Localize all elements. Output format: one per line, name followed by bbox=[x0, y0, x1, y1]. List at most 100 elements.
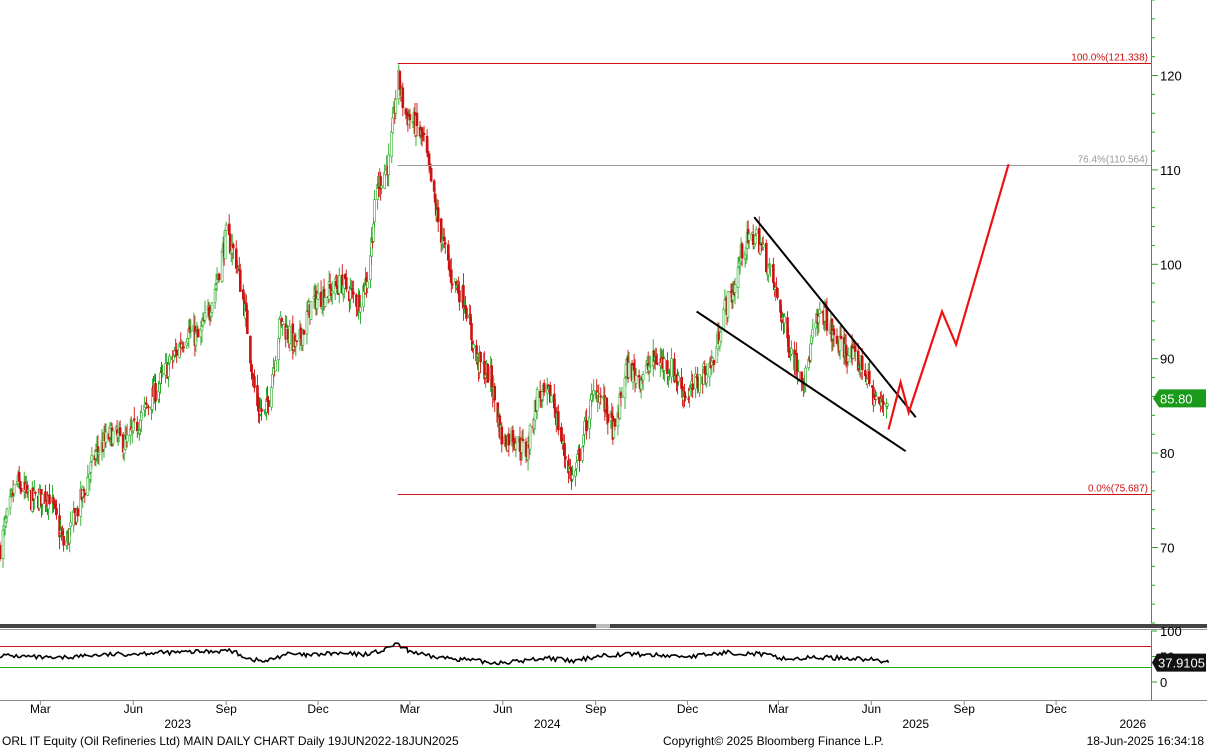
candle-body bbox=[585, 420, 588, 432]
price-panel: 70 80 90 100 110 120 100.0%(121.338) 76.4%(110.… bbox=[0, 0, 1207, 630]
candle-body bbox=[705, 374, 709, 384]
candle-body bbox=[224, 224, 228, 231]
candle-body bbox=[472, 344, 475, 349]
candle-body bbox=[238, 269, 242, 292]
candle-body bbox=[390, 130, 394, 158]
candle-body bbox=[316, 292, 320, 300]
candle-body bbox=[140, 412, 143, 421]
candle-body bbox=[8, 496, 12, 509]
candle-body bbox=[366, 281, 369, 289]
candle-body bbox=[790, 348, 793, 355]
candle-body bbox=[427, 153, 431, 166]
candle-body bbox=[17, 471, 21, 482]
candle-body bbox=[613, 418, 617, 427]
candle-body bbox=[751, 234, 755, 245]
candle-body bbox=[817, 316, 821, 324]
candle-body bbox=[145, 402, 148, 405]
projection-path bbox=[887, 163, 1010, 430]
candle-body bbox=[769, 264, 772, 267]
candle-body bbox=[754, 229, 758, 234]
x-year-label: 2024 bbox=[534, 717, 561, 731]
candle-body bbox=[490, 365, 493, 388]
candle-body bbox=[274, 360, 277, 372]
x-month-label: Sep bbox=[585, 702, 607, 716]
candle-body bbox=[203, 312, 207, 321]
candle-body bbox=[132, 418, 136, 421]
candle-body bbox=[765, 242, 768, 273]
candle-body bbox=[663, 358, 666, 371]
fib-level-label: 0.0%(75.687) bbox=[1088, 484, 1148, 495]
candle-body bbox=[330, 291, 334, 294]
candle-body bbox=[319, 291, 323, 308]
candle-body bbox=[740, 243, 744, 259]
candle-body bbox=[677, 375, 680, 382]
candle-body bbox=[231, 244, 235, 249]
fib-level-label: 76.4%(110.564) bbox=[1078, 155, 1148, 166]
candle-body bbox=[557, 411, 560, 431]
candle-body bbox=[118, 427, 122, 436]
candle-body bbox=[161, 372, 164, 375]
candle-body bbox=[394, 99, 398, 114]
candle-body bbox=[415, 112, 419, 127]
candle-body bbox=[623, 377, 627, 399]
candle-body bbox=[432, 180, 436, 192]
candle-body bbox=[846, 355, 850, 362]
candle-body bbox=[249, 335, 252, 364]
candle-body bbox=[493, 385, 497, 401]
panel-splitter-grip bbox=[596, 624, 610, 628]
candle-body bbox=[620, 395, 624, 398]
candle-body bbox=[210, 302, 214, 313]
x-month-label: Jun bbox=[493, 702, 512, 716]
candle-body bbox=[564, 456, 567, 460]
candle-body bbox=[359, 306, 362, 313]
footer-security-description: ORL IT Equity (Oil Refineries Ltd) MAIN … bbox=[2, 734, 459, 748]
candle-body bbox=[670, 358, 673, 378]
candle-body bbox=[175, 349, 178, 356]
trendline bbox=[696, 310, 907, 453]
candle-body bbox=[811, 329, 815, 338]
candle-body bbox=[391, 117, 395, 133]
candle-body bbox=[787, 334, 790, 353]
candle-body bbox=[302, 330, 306, 335]
candle-body bbox=[168, 355, 171, 364]
candle-body bbox=[234, 248, 238, 269]
candle-body bbox=[299, 327, 303, 340]
x-year-label: 2023 bbox=[164, 717, 191, 731]
candle-body bbox=[104, 431, 108, 443]
x-month-label: Dec bbox=[677, 702, 698, 716]
price-tick-label: 110 bbox=[1160, 163, 1181, 178]
candle-body bbox=[479, 351, 482, 363]
candle-body bbox=[500, 426, 504, 445]
candle-body bbox=[655, 362, 659, 365]
rsi-line bbox=[0, 642, 890, 666]
candle-body bbox=[26, 489, 30, 492]
x-month-label: Jun bbox=[124, 702, 143, 716]
candle-body bbox=[429, 167, 433, 182]
candle-body bbox=[196, 328, 200, 338]
candle-body bbox=[288, 325, 292, 345]
candle-body bbox=[853, 345, 857, 352]
trendline bbox=[753, 216, 917, 418]
candle-body bbox=[882, 401, 885, 405]
candle-body bbox=[111, 430, 115, 445]
rsi-last-value-marker: 37.9105 bbox=[1152, 653, 1206, 672]
candle-body bbox=[12, 484, 16, 494]
candle-body bbox=[521, 438, 525, 441]
candle-body bbox=[48, 494, 51, 505]
candle-body bbox=[514, 442, 518, 450]
candle-body bbox=[747, 233, 751, 241]
x-month-label: Jun bbox=[862, 702, 881, 716]
candle-body bbox=[868, 370, 871, 384]
candle-body bbox=[634, 375, 638, 384]
candle-body bbox=[839, 335, 843, 339]
candle-body bbox=[147, 406, 150, 409]
candle-body bbox=[535, 389, 539, 411]
candle-body bbox=[578, 448, 581, 462]
last-price-badge bbox=[1153, 389, 1206, 408]
candle-body bbox=[62, 536, 65, 546]
rsi-tick-label: 0 bbox=[1160, 675, 1167, 690]
candle-body bbox=[5, 508, 9, 517]
candle-body bbox=[451, 283, 454, 286]
candle-body bbox=[835, 335, 839, 344]
